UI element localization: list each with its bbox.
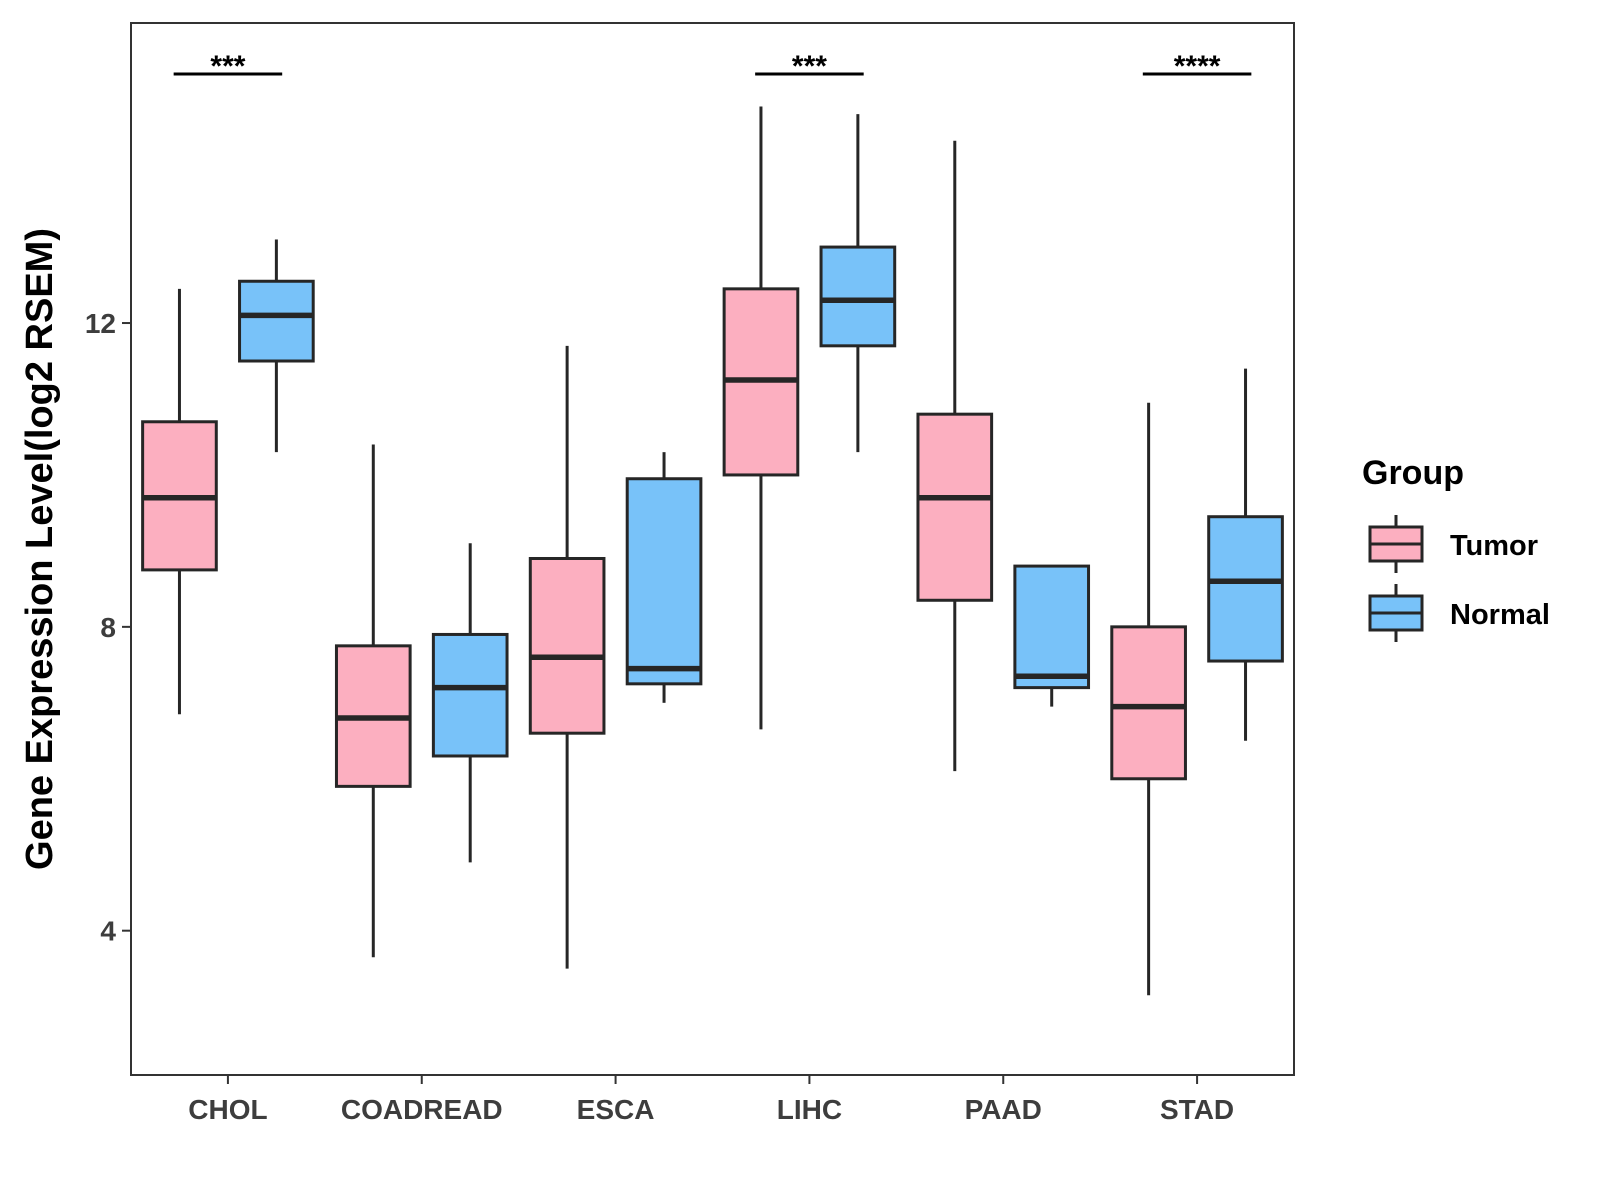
x-tick-label-lihc: LIHC	[777, 1094, 842, 1125]
boxes-layer	[141, 106, 1284, 996]
box-body-stad-normal	[1207, 515, 1284, 663]
box-coadread-tumor	[334, 444, 412, 958]
box-body-coadread-normal	[431, 632, 509, 758]
box-coadread-normal	[431, 543, 509, 863]
significance-label-chol: ***	[210, 50, 245, 83]
x-tick-label-esca: ESCA	[577, 1094, 655, 1125]
box-lihc-tumor	[722, 106, 800, 730]
significance-label-lihc: ***	[792, 50, 827, 83]
box-stad-normal	[1207, 368, 1284, 741]
legend-item-normal: Normal	[1368, 584, 1550, 642]
box-esca-tumor	[528, 345, 606, 969]
box-paad-normal	[1013, 564, 1091, 707]
y-tick-label-8: 8	[100, 612, 116, 643]
significance-label-stad: ****	[1174, 50, 1221, 83]
box-chol-tumor	[141, 288, 218, 715]
legend-normal-label: Normal	[1450, 599, 1550, 631]
box-body-paad-normal	[1013, 564, 1091, 690]
x-tick-label-paad: PAAD	[965, 1094, 1042, 1125]
box-lihc-normal	[819, 114, 897, 453]
box-body-lihc-normal	[819, 245, 897, 348]
box-body-paad-tumor	[916, 412, 994, 602]
box-body-stad-tumor	[1110, 625, 1187, 781]
x-tick-label-chol: CHOL	[188, 1094, 267, 1125]
legend-tumor-label: Tumor	[1450, 530, 1538, 562]
y-tick-label-12: 12	[85, 308, 116, 339]
plot-panel	[130, 22, 1295, 1076]
axes-layer: 4 8 12 CHOL COADREAD ESCA LIHC PAAD STAD	[85, 308, 1234, 1125]
legend-title: Group	[1362, 454, 1464, 492]
y-tick-label-4: 4	[100, 916, 116, 947]
box-body-esca-tumor	[528, 556, 606, 735]
box-stad-tumor	[1110, 402, 1187, 996]
y-axis-label: Gene Expression Level(log2 RSEM)	[19, 228, 61, 870]
box-body-esca-normal	[625, 477, 703, 686]
significance-layer: *** *** ****	[173, 50, 1252, 83]
box-esca-normal	[625, 452, 703, 703]
x-tick-label-coadread: COADREAD	[341, 1094, 503, 1125]
x-tick-label-stad: STAD	[1160, 1094, 1234, 1125]
box-body-chol-normal	[238, 279, 315, 363]
box-paad-tumor	[916, 140, 994, 772]
legend-item-tumor: Tumor	[1368, 515, 1538, 573]
box-chol-normal	[238, 239, 315, 453]
legend: Group Tumor Normal	[1362, 454, 1550, 642]
